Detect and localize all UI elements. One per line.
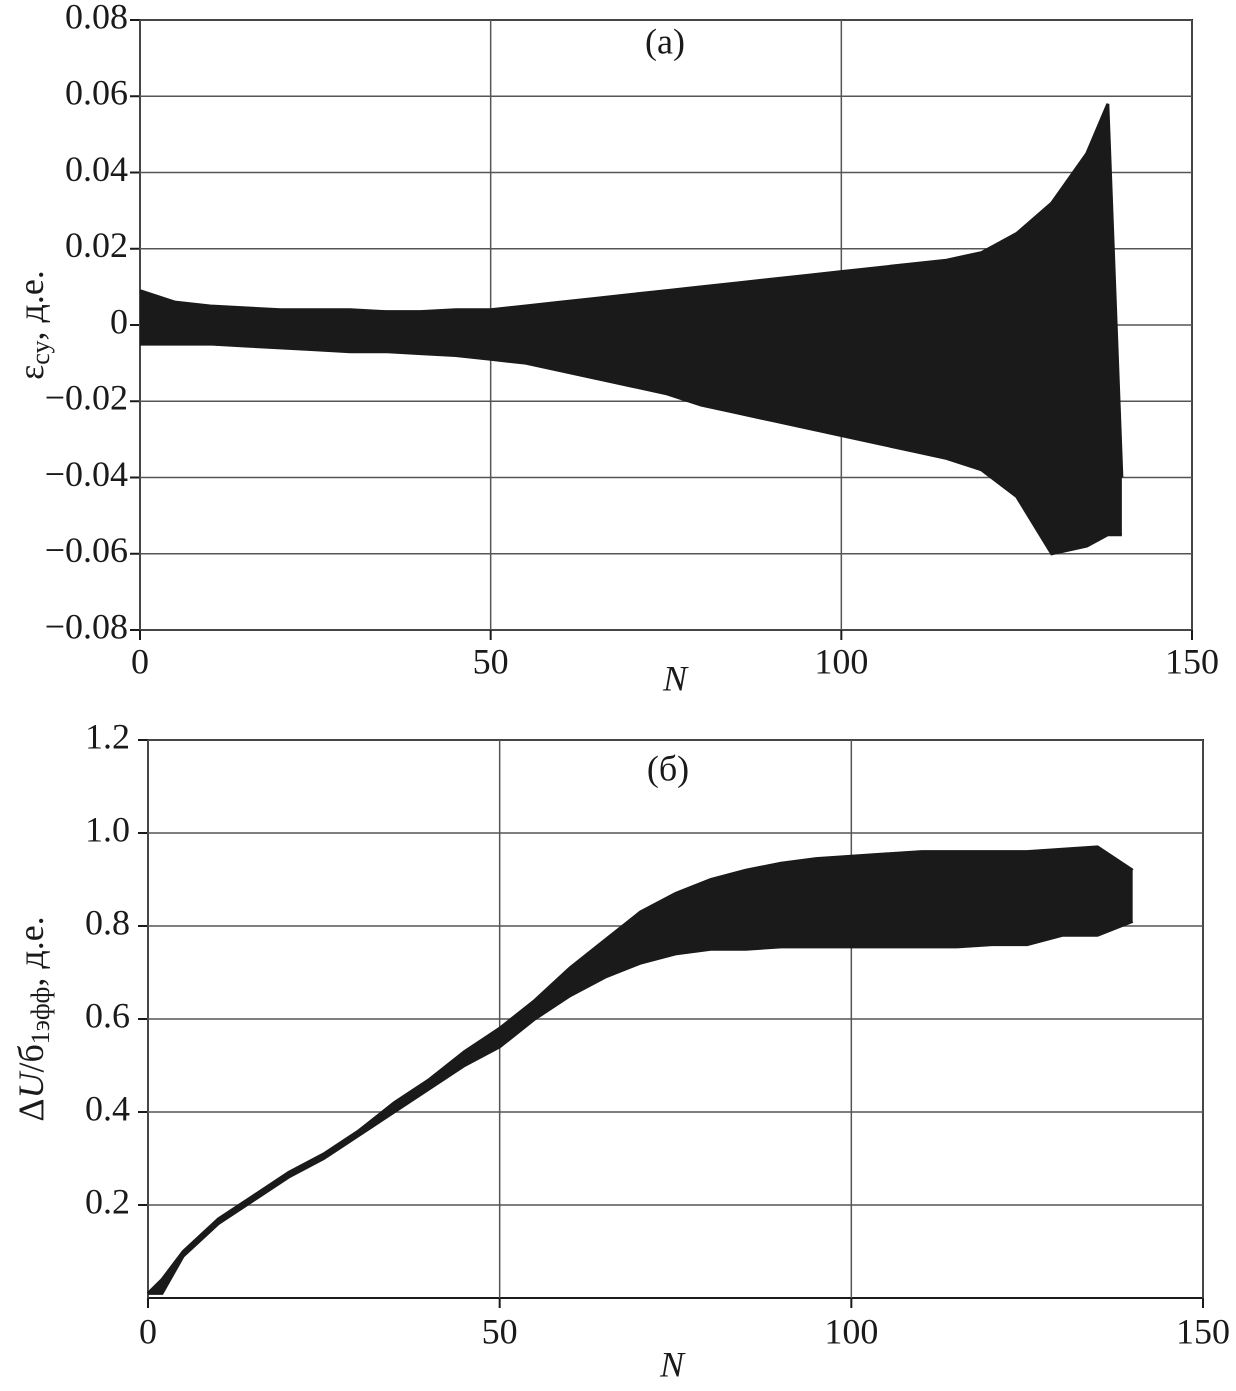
y-tick-label: −0.06 [45, 530, 128, 570]
y-tick-label: 0.6 [85, 995, 130, 1035]
y-axis-label: ΔU/б1эфф, д.е. [11, 916, 55, 1121]
x-axis-label: N [659, 1344, 686, 1384]
x-tick-label: 0 [131, 641, 149, 681]
y-tick-label: 0.2 [85, 1181, 130, 1221]
y-tick-label: 0 [110, 301, 128, 341]
panel-label: (a) [645, 21, 685, 61]
y-label-part: , д.е. [11, 916, 51, 986]
y-label-part: U [11, 1071, 51, 1099]
y-tick-label: 0.06 [65, 73, 128, 113]
x-tick-label: 50 [473, 641, 509, 681]
y-tick-label: 0.04 [65, 149, 128, 189]
y-label-part: Δ [11, 1099, 51, 1122]
upper-envelope [139, 103, 1124, 478]
y-tick-label: 0.02 [65, 225, 128, 265]
y-tick-label: 0.4 [85, 1088, 130, 1128]
y-tick-label: 1.2 [85, 716, 130, 756]
x-tick-label: 150 [1176, 1311, 1230, 1351]
upper-envelope [146, 845, 1134, 1295]
y-tick-label: −0.04 [45, 454, 128, 494]
y-tick-label: 1.0 [85, 809, 130, 849]
y-tick-label: 0.08 [65, 0, 128, 36]
x-tick-label: 50 [482, 1311, 518, 1351]
y-label-part: , д.е. [11, 270, 51, 340]
y-label-part: ε [11, 365, 51, 380]
y-tick-label: −0.02 [45, 378, 128, 418]
y-label-part: су [26, 340, 55, 364]
lower-envelope [140, 342, 1122, 556]
lower-envelope [148, 919, 1134, 1295]
x-tick-label: 100 [814, 641, 868, 681]
y-label-part: 1эфф [26, 987, 55, 1045]
x-tick-label: 150 [1165, 641, 1219, 681]
oscillation-band [148, 846, 1133, 1294]
x-axis-label: N [662, 658, 689, 698]
x-tick-label: 100 [824, 1311, 878, 1351]
y-tick-label: −0.08 [45, 606, 128, 646]
y-axis-label: εсу, д.е. [11, 270, 55, 380]
y-tick-label: 0.8 [85, 902, 130, 942]
y-label-part: /б [11, 1044, 51, 1072]
x-tick-label: 0 [139, 1311, 157, 1351]
oscillation-band [140, 103, 1122, 554]
panel-label: (б) [647, 748, 689, 788]
